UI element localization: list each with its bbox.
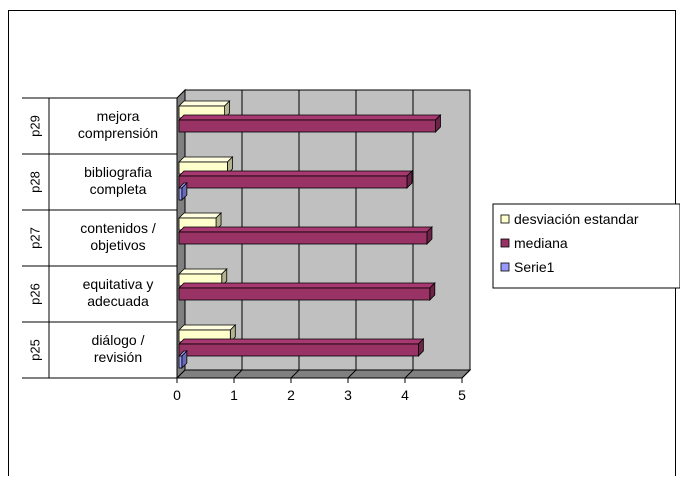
category-label: comprensión [78, 125, 158, 141]
category-code-label: p25 [28, 339, 43, 361]
legend-swatch [500, 214, 510, 224]
gridline-floor [290, 369, 300, 379]
bar-top [178, 100, 231, 107]
bar [178, 119, 436, 133]
bar [178, 343, 419, 357]
bar-top [178, 170, 413, 177]
legend-label: mediana [514, 235, 568, 251]
category-label: diálogo / [92, 332, 145, 348]
x-tick-label: 1 [230, 387, 238, 403]
bar-top [178, 114, 442, 121]
legend-label: desviación estandar [514, 211, 639, 227]
bar [178, 175, 408, 189]
bar-top [178, 226, 433, 233]
x-tick-label: 2 [287, 387, 295, 403]
category-code-label: p26 [28, 283, 43, 305]
legend-label: Serie1 [514, 259, 555, 275]
bar [178, 231, 428, 245]
bar-top [178, 268, 228, 275]
category-label: contenidos / [80, 220, 156, 236]
bar-top [178, 212, 223, 219]
legend-swatch [500, 262, 510, 272]
bar [178, 187, 183, 201]
x-tick-label: 3 [344, 387, 352, 403]
category-label: equitativa y [83, 276, 154, 292]
bar-top [178, 338, 425, 345]
category-label: mejora [97, 108, 140, 124]
category-code-label: p27 [28, 227, 43, 249]
category-label: bibliografia [84, 164, 152, 180]
category-code-label: p28 [28, 171, 43, 193]
x-tick-label: 5 [458, 387, 466, 403]
legend-swatch [500, 238, 510, 248]
category-label: objetivos [90, 237, 145, 253]
bar-top [178, 156, 234, 163]
x-tick-label: 0 [173, 387, 181, 403]
bar-top [178, 324, 237, 331]
category-label: revisión [94, 349, 142, 365]
bar [178, 355, 183, 369]
floor [175, 369, 472, 379]
gridline-floor [461, 369, 471, 379]
category-label: completa [90, 181, 147, 197]
category-label: adecuada [87, 293, 149, 309]
bar-top [178, 282, 436, 289]
bar [178, 287, 431, 301]
category-code-label: p29 [28, 115, 43, 137]
gridline-floor [233, 369, 243, 379]
gridline-floor [347, 369, 357, 379]
x-tick-label: 4 [401, 387, 409, 403]
gridline-floor [404, 369, 414, 379]
legend [492, 203, 680, 289]
